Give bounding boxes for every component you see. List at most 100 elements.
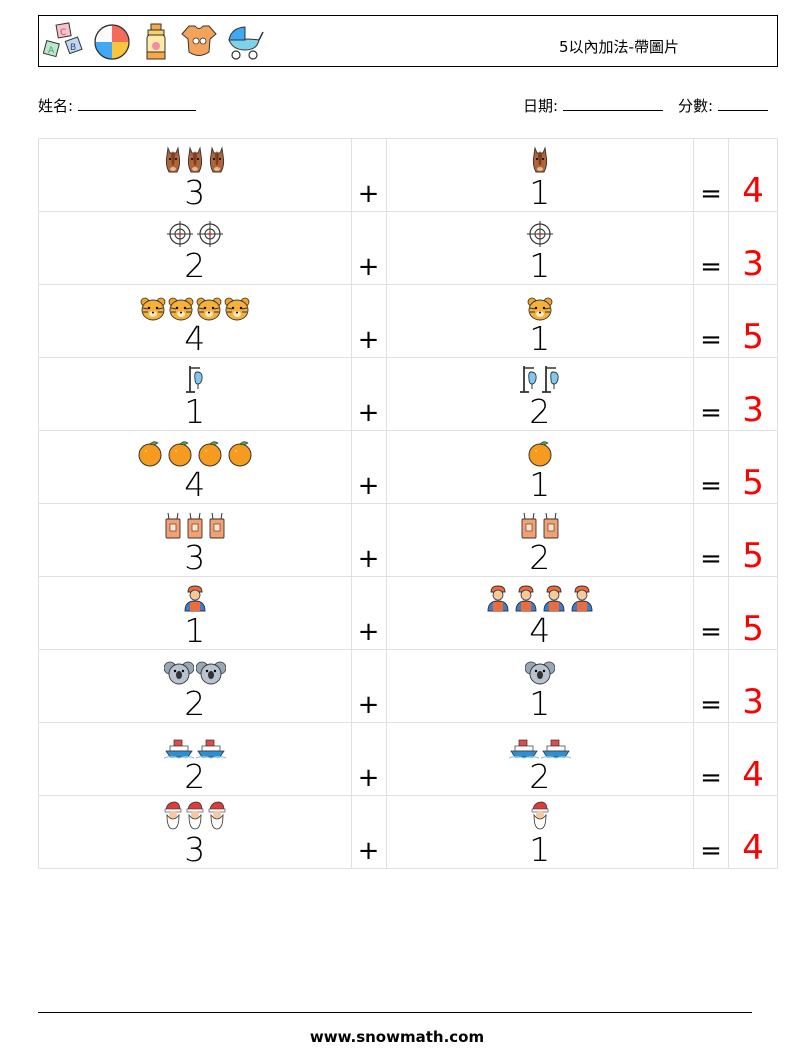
problem-row: 2 +2 = 4 bbox=[38, 722, 778, 796]
addend-b: 1 bbox=[529, 830, 551, 869]
addend-a-pictures bbox=[39, 800, 351, 832]
addend-b-cell: 1 bbox=[385, 795, 695, 869]
addend-b: 1 bbox=[529, 246, 551, 285]
koala-icon bbox=[524, 660, 555, 686]
problem-row: 1 +4 = 5 bbox=[38, 576, 778, 650]
plus-sign: + bbox=[350, 284, 387, 358]
addend-a-pictures bbox=[39, 508, 351, 540]
crosshair-icon bbox=[166, 220, 194, 248]
addend-b-pictures bbox=[387, 362, 694, 394]
header-icons: C A B bbox=[43, 20, 265, 64]
iv-drip-icon bbox=[185, 364, 205, 394]
svg-text:A: A bbox=[48, 46, 55, 56]
equals-sign: = bbox=[693, 722, 730, 796]
answer: 5 bbox=[728, 284, 778, 358]
baby-stroller-icon bbox=[228, 26, 264, 60]
orange-icon bbox=[196, 439, 224, 467]
orange-icon bbox=[526, 439, 554, 467]
footer-website: www.snowmath.com bbox=[309, 1028, 485, 1046]
answer: 5 bbox=[728, 576, 778, 650]
horse-head-icon bbox=[163, 145, 183, 175]
equals-sign: = bbox=[693, 138, 730, 212]
addend-b-pictures bbox=[387, 654, 694, 686]
addend-b-cell: 1 bbox=[385, 430, 695, 504]
addend-b-pictures bbox=[387, 435, 694, 467]
plus-sign: + bbox=[350, 649, 387, 723]
orange-icon bbox=[226, 439, 254, 467]
paper-bag-icon bbox=[207, 510, 227, 540]
plus-sign: + bbox=[350, 138, 387, 212]
tiger-face-icon bbox=[140, 297, 166, 321]
addend-a-cell: 3 bbox=[38, 138, 352, 212]
name-blank-line bbox=[77, 96, 196, 111]
problem-row: 4 +1 = 5 bbox=[38, 284, 778, 358]
score-label: 分數: bbox=[678, 97, 714, 115]
score-blank-line bbox=[717, 96, 768, 111]
equals-sign: = bbox=[693, 284, 730, 358]
tiger-face-icon bbox=[196, 297, 222, 321]
addend-b-pictures bbox=[387, 143, 694, 175]
addend-a-cell: 1 bbox=[38, 576, 352, 650]
worker-icon bbox=[513, 583, 539, 613]
crosshair-icon bbox=[526, 220, 554, 248]
santa-icon bbox=[185, 800, 205, 832]
addend-a: 3 bbox=[184, 538, 206, 577]
addend-a: 2 bbox=[184, 684, 206, 723]
footer-divider bbox=[38, 1012, 752, 1013]
addend-b: 4 bbox=[529, 611, 551, 650]
abc-blocks-icon: C A B bbox=[43, 22, 83, 58]
ship-icon bbox=[508, 737, 539, 759]
santa-icon bbox=[163, 800, 183, 832]
addend-a-cell: 3 bbox=[38, 795, 352, 869]
santa-icon bbox=[207, 800, 227, 832]
addend-a-cell: 4 bbox=[38, 430, 352, 504]
addend-a-cell: 4 bbox=[38, 284, 352, 358]
date-field[interactable]: 日期: bbox=[523, 95, 663, 116]
addend-a: 1 bbox=[184, 392, 206, 431]
answer: 5 bbox=[728, 503, 778, 577]
paper-bag-icon bbox=[163, 510, 183, 540]
plus-sign: + bbox=[350, 211, 387, 285]
equals-sign: = bbox=[693, 649, 730, 723]
plus-sign: + bbox=[350, 430, 387, 504]
addend-a-cell: 2 bbox=[38, 211, 352, 285]
addend-b-cell: 2 bbox=[385, 722, 695, 796]
score-field[interactable]: 分數: bbox=[678, 95, 768, 116]
addend-a-pictures bbox=[39, 216, 351, 248]
answer: 3 bbox=[728, 357, 778, 431]
addend-a: 4 bbox=[184, 319, 206, 358]
addend-a: 3 bbox=[184, 173, 206, 212]
addend-b-pictures bbox=[387, 289, 694, 321]
problem-table: 3 +1 = 4 2 +1 = 3 4 +1 = 5 1 +2 = 3 4 +1 = 5 3 +2 = 5 1 +4 = 5 2 +1 = 3… bbox=[38, 138, 778, 869]
answer: 3 bbox=[728, 211, 778, 285]
addend-a-cell: 1 bbox=[38, 357, 352, 431]
answer: 4 bbox=[728, 795, 778, 869]
answer: 4 bbox=[728, 138, 778, 212]
addend-b: 1 bbox=[529, 465, 551, 504]
addend-b: 1 bbox=[529, 319, 551, 358]
equals-sign: = bbox=[693, 211, 730, 285]
addend-a-cell: 2 bbox=[38, 722, 352, 796]
equals-sign: = bbox=[693, 576, 730, 650]
iv-drip-icon bbox=[519, 364, 539, 394]
worksheet-title: 5以內加法-帶圖片 bbox=[559, 38, 679, 56]
name-label: 姓名: bbox=[38, 97, 74, 115]
addend-b-cell: 1 bbox=[385, 138, 695, 212]
addend-a-cell: 2 bbox=[38, 649, 352, 723]
koala-icon bbox=[195, 660, 226, 686]
addend-b: 1 bbox=[529, 173, 551, 212]
horse-head-icon bbox=[185, 145, 205, 175]
iv-drip-icon bbox=[541, 364, 561, 394]
worker-icon bbox=[541, 583, 567, 613]
plus-sign: + bbox=[350, 357, 387, 431]
problem-row: 4 +1 = 5 bbox=[38, 430, 778, 504]
problem-row: 2 +1 = 3 bbox=[38, 211, 778, 285]
answer: 3 bbox=[728, 649, 778, 723]
addend-b-pictures bbox=[387, 581, 694, 613]
name-field[interactable]: 姓名: bbox=[38, 95, 196, 116]
addend-a: 3 bbox=[184, 830, 206, 869]
horse-head-icon bbox=[530, 145, 550, 175]
paper-bag-icon bbox=[541, 510, 561, 540]
plus-sign: + bbox=[350, 503, 387, 577]
addend-a-pictures bbox=[39, 654, 351, 686]
